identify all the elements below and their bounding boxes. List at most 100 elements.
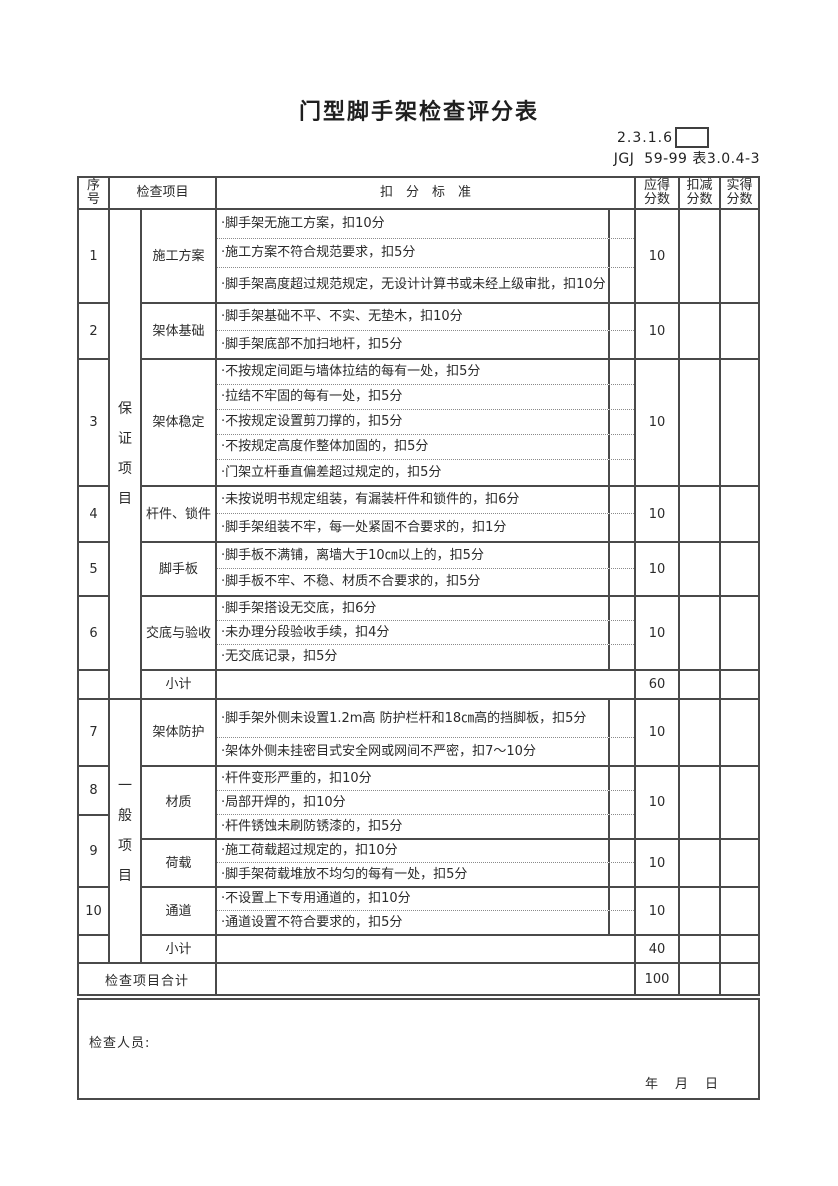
criteria-item: ·杆件锈蚀未刷防锈漆的，扣5分 xyxy=(217,815,634,838)
criteria-cell: ·脚手架基础不平、不实、无垫木，扣10分 ·脚手架底部不加扫地杆，扣5分 xyxy=(217,304,636,358)
criteria-mark-cell xyxy=(608,911,634,934)
criteria-mark-cell xyxy=(608,239,634,267)
criteria-item: ·未按说明书规定组装，有漏装杆件和锁件的，扣6分 xyxy=(217,487,634,514)
criteria-text: ·通道设置不符合要求的，扣5分 xyxy=(221,914,403,930)
actual-score-cell xyxy=(721,840,758,886)
table-row: 架体稳定 ·不按规定间距与墙体拉结的每有一处，扣5分 ·拉结不牢固的每有一处，扣… xyxy=(142,360,758,487)
subtotal-row: 小计 40 xyxy=(142,936,758,964)
item-name: 荷载 xyxy=(142,840,217,886)
subtotal-actual-score xyxy=(721,936,758,962)
criteria-cell: ·不设置上下专用通道的，扣10分 ·通道设置不符合要求的，扣5分 xyxy=(217,888,636,934)
criteria-mark-cell xyxy=(608,268,634,302)
table-row: 架体防护 ·脚手架外侧未设置1.2m高 防护栏杆和18㎝高的挡脚板，扣5分 ·架… xyxy=(142,700,758,767)
item-name: 架体基础 xyxy=(142,304,217,358)
actual-score-cell xyxy=(721,210,758,302)
criteria-text: ·脚手架组装不牢，每一处紧固不合要求的，扣1分 xyxy=(221,519,507,535)
criteria-item: ·门架立杆垂直偏差超过规定的，扣5分 xyxy=(217,460,634,485)
subtotal-row: 小计 60 xyxy=(142,671,758,700)
criteria-text: ·不按规定高度作整体加固的，扣5分 xyxy=(221,439,429,454)
actual-score-cell xyxy=(721,543,758,595)
criteria-mark-cell xyxy=(608,487,634,513)
form-code-text: 2.3.1.6 xyxy=(617,129,673,146)
criteria-mark-cell xyxy=(608,645,634,669)
criteria-item: ·脚手架高度超过规范规定，无设计计算书或未经上级审批，扣10分 xyxy=(217,268,634,302)
serial-column: 7 8 9 10 xyxy=(79,700,110,964)
serial-cell: 3 xyxy=(79,360,108,487)
expected-score-cell: 10 xyxy=(636,304,680,358)
criteria-text: ·不按规定设置剪刀撑的，扣5分 xyxy=(221,414,403,429)
criteria-mark-cell xyxy=(608,700,634,737)
deducted-score-cell xyxy=(680,767,721,838)
criteria-item: ·脚手架组装不牢，每一处紧固不合要求的，扣1分 xyxy=(217,514,634,541)
table-header: 序号 检查项目 扣 分 标 准 应得分数 扣减分数 实得分数 xyxy=(79,178,758,210)
table-row: 施工方案 ·脚手架无施工方案，扣10分 ·施工方案不符合规范要求，扣5分 ·脚手… xyxy=(142,210,758,304)
table-row: 架体基础 ·脚手架基础不平、不实、无垫木，扣10分 ·脚手架底部不加扫地杆，扣5… xyxy=(142,304,758,360)
subtotal-label: 小计 xyxy=(142,671,217,698)
criteria-cell: ·脚手架搭设无交底，扣6分 ·未办理分段验收手续，扣4分 ·无交底记录，扣5分 xyxy=(217,597,636,669)
criteria-cell: ·脚手板不满铺，离墙大于10㎝以上的，扣5分 ·脚手板不牢、不稳、材质不合要求的… xyxy=(217,543,636,595)
criteria-cell: ·杆件变形严重的，扣10分 ·局部开焊的，扣10分 ·杆件锈蚀未刷防锈漆的，扣5… xyxy=(217,767,636,838)
criteria-item: ·施工荷载超过规定的，扣10分 xyxy=(217,840,634,863)
criteria-mark-cell xyxy=(608,331,634,358)
criteria-item: ·拉结不牢固的每有一处，扣5分 xyxy=(217,385,634,410)
serial-cell: 6 xyxy=(79,597,108,671)
criteria-text: ·拉结不牢固的每有一处，扣5分 xyxy=(221,389,403,404)
criteria-mark-cell xyxy=(608,621,634,644)
criteria-text: ·施工方案不符合规范要求，扣5分 xyxy=(221,245,416,260)
total-expected-score: 100 xyxy=(636,964,680,994)
criteria-text: ·脚手架基础不平、不实、无垫木，扣10分 xyxy=(221,309,463,324)
criteria-item: ·不按规定高度作整体加固的，扣5分 xyxy=(217,435,634,460)
item-name: 架体稳定 xyxy=(142,360,217,485)
table-row: 脚手板 ·脚手板不满铺，离墙大于10㎝以上的，扣5分 ·脚手板不牢、不稳、材质不… xyxy=(142,543,758,597)
criteria-text: ·未按说明书规定组装，有漏装杆件和锁件的，扣6分 xyxy=(221,492,520,507)
table-row: 杆件、锁件 ·未按说明书规定组装，有漏装杆件和锁件的，扣6分 ·脚手架组装不牢，… xyxy=(142,487,758,543)
criteria-mark-cell xyxy=(608,360,634,384)
criteria-mark-cell xyxy=(608,569,634,595)
criteria-mark-cell xyxy=(608,767,634,790)
item-name: 杆件、锁件 xyxy=(142,487,217,541)
criteria-item: ·不按规定设置剪刀撑的，扣5分 xyxy=(217,410,634,435)
expected-score-cell: 10 xyxy=(636,543,680,595)
serial-cell: 1 xyxy=(79,210,108,304)
table-row: 荷载 ·施工荷载超过规定的，扣10分 ·脚手架荷载堆放不均匀的每有一处，扣5分 … xyxy=(142,840,758,888)
total-row: 检查项目合计 100 xyxy=(79,964,758,994)
table-row: 通道 ·不设置上下专用通道的，扣10分 ·通道设置不符合要求的，扣5分 10 xyxy=(142,888,758,936)
criteria-text: ·脚手架无施工方案，扣10分 xyxy=(221,216,385,231)
criteria-mark-cell xyxy=(608,410,634,434)
actual-score-cell xyxy=(721,700,758,765)
total-deducted-score xyxy=(680,964,721,994)
deducted-score-cell xyxy=(680,210,721,302)
deducted-score-cell xyxy=(680,597,721,669)
actual-score-cell xyxy=(721,597,758,669)
rows-block: 架体防护 ·脚手架外侧未设置1.2m高 防护栏杆和18㎝高的挡脚板，扣5分 ·架… xyxy=(142,700,758,964)
criteria-text: ·架体外侧未挂密目式安全网或网间不严密，扣7～10分 xyxy=(221,743,536,759)
criteria-mark-cell xyxy=(608,435,634,459)
deducted-score-cell xyxy=(680,840,721,886)
item-name: 脚手板 xyxy=(142,543,217,595)
criteria-mark-cell xyxy=(608,840,634,862)
subtotal-criteria-blank xyxy=(217,671,636,698)
criteria-item: ·脚手架无施工方案，扣10分 xyxy=(217,210,634,239)
criteria-item: ·脚手架搭设无交底，扣6分 xyxy=(217,597,634,621)
total-actual-score xyxy=(721,964,758,994)
criteria-item: ·施工方案不符合规范要求，扣5分 xyxy=(217,239,634,268)
criteria-cell: ·未按说明书规定组装，有漏装杆件和锁件的，扣6分 ·脚手架组装不牢，每一处紧固不… xyxy=(217,487,636,541)
rows-block: 施工方案 ·脚手架无施工方案，扣10分 ·施工方案不符合规范要求，扣5分 ·脚手… xyxy=(142,210,758,700)
expected-score-cell: 10 xyxy=(636,767,680,838)
criteria-text: ·无交底记录，扣5分 xyxy=(221,649,338,664)
deducted-score-cell xyxy=(680,304,721,358)
criteria-cell: ·脚手架无施工方案，扣10分 ·施工方案不符合规范要求，扣5分 ·脚手架高度超过… xyxy=(217,210,636,302)
expected-score-cell: 10 xyxy=(636,840,680,886)
criteria-item: ·脚手板不牢、不稳、材质不合要求的，扣5分 xyxy=(217,569,634,595)
subtotal-expected-score: 60 xyxy=(636,671,680,698)
standard-reference: JGJ 59-99 表3.0.4-3 xyxy=(613,151,760,167)
table-row: 交底与验收 ·脚手架搭设无交底，扣6分 ·未办理分段验收手续，扣4分 ·无交底记… xyxy=(142,597,758,671)
subtotal-label: 小计 xyxy=(142,936,217,962)
criteria-text: ·杆件锈蚀未刷防锈漆的，扣5分 xyxy=(221,818,403,834)
date-label: 年 月 日 xyxy=(644,1077,720,1092)
section-guarantee: 1 2 3 4 5 6 保证项目 施工方案 ·脚手架无施工方案，扣10分 xyxy=(79,210,758,700)
criteria-mark-cell xyxy=(608,514,634,541)
deducted-score-cell xyxy=(680,543,721,595)
actual-score-cell xyxy=(721,360,758,485)
